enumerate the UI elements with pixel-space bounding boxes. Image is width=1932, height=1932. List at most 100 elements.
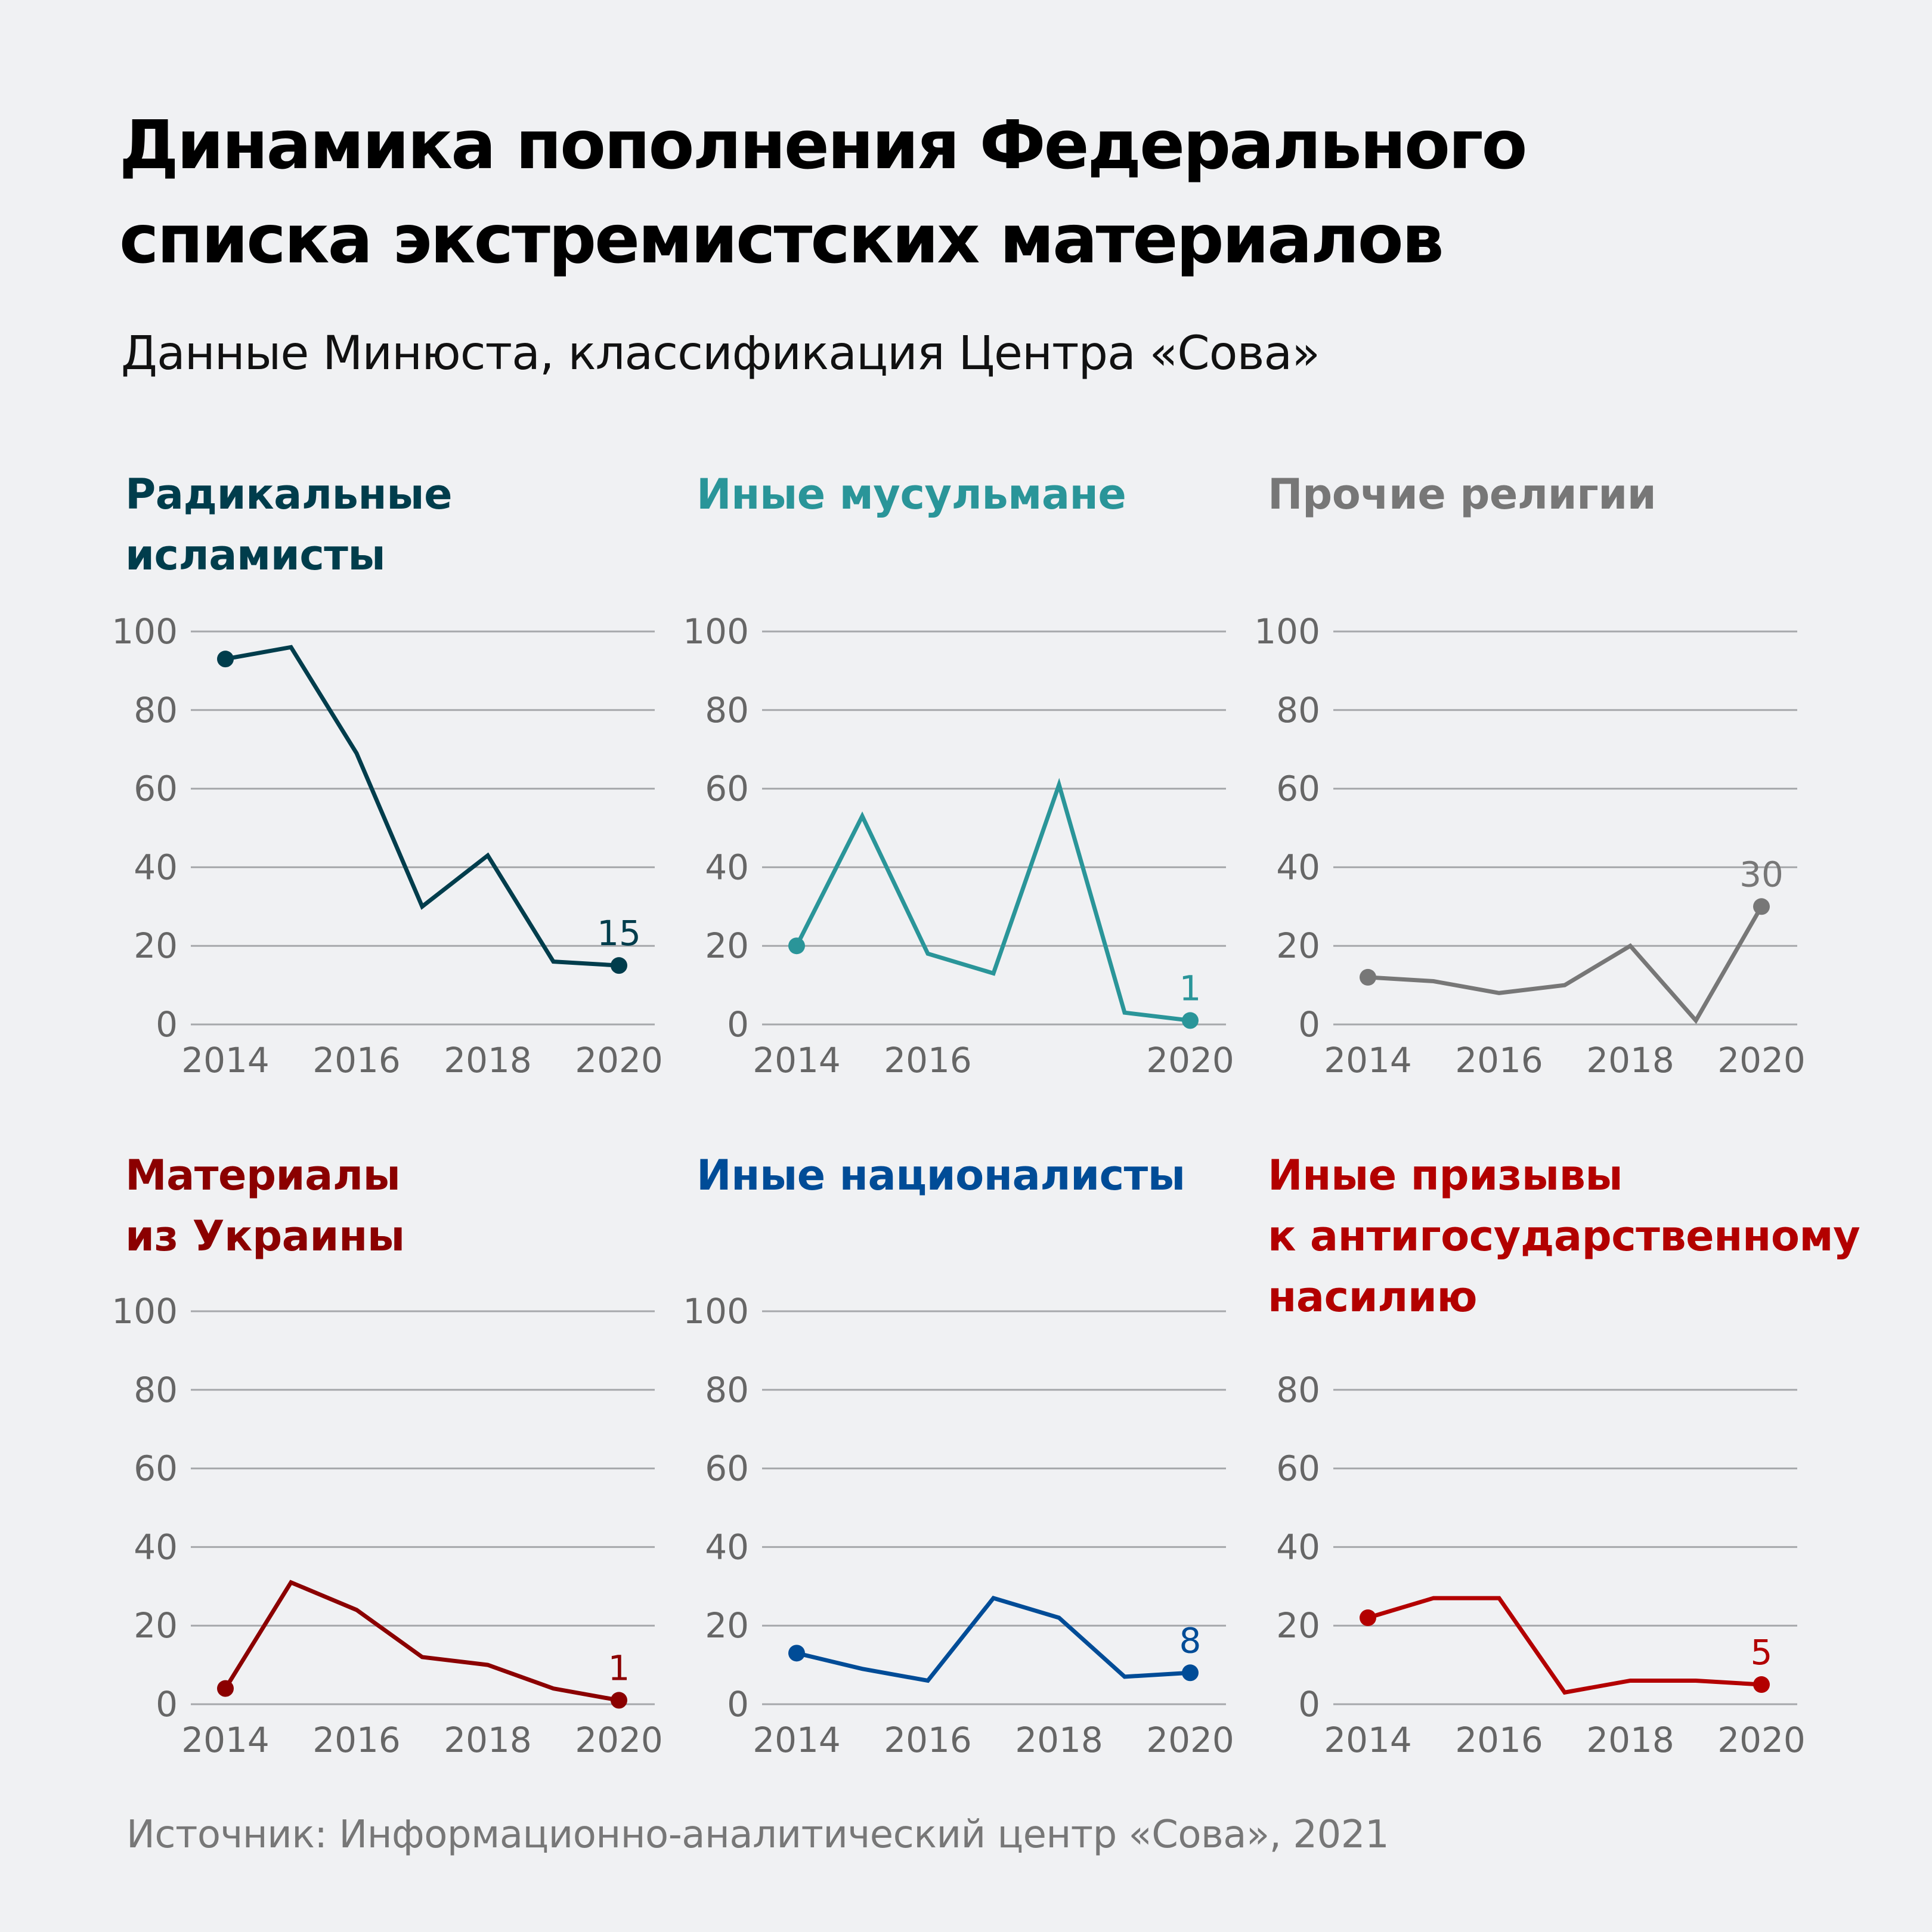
y-tick-label: 80 <box>705 690 749 730</box>
x-tick-label: 2018 <box>1586 1720 1674 1760</box>
line-chart-panel: 0 20 40 60 80 100 2014 2016 2018 2020 30 <box>1254 611 1806 1080</box>
end-value-label: 8 <box>1179 1620 1202 1661</box>
y-tick-label: 0 <box>727 1684 749 1724</box>
line-chart-panel: 0 20 40 60 80 100 2014 2016 2018 2020 15 <box>112 611 663 1080</box>
end-value-label: 5 <box>1751 1632 1773 1673</box>
panel-title-line: Прочие религии <box>1268 470 1657 519</box>
panel-title: Материалы из Украины <box>125 1145 405 1267</box>
panel-title-line: из Украины <box>125 1212 405 1261</box>
end-point <box>1753 1676 1770 1693</box>
start-point <box>1360 1609 1376 1627</box>
y-tick-label: 100 <box>112 1291 178 1332</box>
x-tick-label: 2020 <box>575 1040 663 1080</box>
x-tick-label: 2020 <box>1146 1040 1234 1080</box>
end-point <box>1182 1664 1199 1682</box>
panel-title: Иные националисты <box>696 1145 1185 1206</box>
start-point <box>217 651 234 668</box>
end-value-label: 1 <box>1179 968 1202 1008</box>
source-note: Источник: Информационно-аналитический це… <box>126 1813 1389 1857</box>
line-chart-panel: 0 20 40 60 80 100 2014 2016 2020 1 <box>683 611 1234 1080</box>
panel-title: Иные мусульмане <box>696 464 1126 525</box>
y-tick-label: 60 <box>1276 1448 1320 1489</box>
series-line <box>796 1596 1191 1683</box>
y-tick-label: 0 <box>1298 1684 1320 1724</box>
y-tick-label: 40 <box>134 1527 178 1567</box>
series-line <box>225 645 620 968</box>
chart-subtitle: Данные Минюста, классификация Центра «Со… <box>121 327 1320 380</box>
end-point <box>1753 898 1770 915</box>
y-tick-label: 80 <box>1276 1370 1320 1410</box>
y-tick-label: 0 <box>156 1684 178 1724</box>
start-point <box>788 1645 805 1662</box>
y-tick-label: 0 <box>727 1004 749 1045</box>
panel-title: Прочие религии <box>1268 464 1657 525</box>
x-tick-label: 2014 <box>181 1720 270 1760</box>
x-tick-label: 2014 <box>753 1040 841 1080</box>
panel-title-line: Радикальные <box>125 470 453 519</box>
x-tick-label: 2020 <box>1717 1720 1806 1760</box>
y-tick-label: 20 <box>134 1605 178 1646</box>
y-tick-label: 20 <box>705 1605 749 1646</box>
series-line <box>1367 1596 1762 1695</box>
title-line-2: списка экстремистских материалов <box>119 201 1444 278</box>
x-tick-label: 2018 <box>444 1040 532 1080</box>
x-tick-label: 2018 <box>1586 1040 1674 1080</box>
y-tick-label: 40 <box>134 847 178 887</box>
series-line <box>794 778 1191 1023</box>
y-tick-label: 0 <box>1298 1004 1320 1045</box>
x-tick-label: 2016 <box>312 1720 401 1760</box>
y-tick-label: 80 <box>705 1370 749 1410</box>
panel-title-line: к антигосударственному <box>1268 1212 1860 1261</box>
end-point <box>1182 1012 1199 1029</box>
x-tick-label: 2018 <box>1015 1720 1103 1760</box>
x-tick-label: 2018 <box>444 1720 532 1760</box>
x-tick-label: 2020 <box>1717 1040 1806 1080</box>
x-tick-label: 2016 <box>884 1040 972 1080</box>
x-tick-label: 2016 <box>884 1720 972 1760</box>
y-tick-label: 40 <box>1276 847 1320 887</box>
y-tick-label: 40 <box>1276 1527 1320 1567</box>
x-tick-label: 2016 <box>1455 1720 1543 1760</box>
y-tick-label: 20 <box>1276 1605 1320 1646</box>
line-chart-panel: 0 20 40 60 80 2014 2016 2018 2020 5 <box>1276 1370 1806 1760</box>
x-tick-label: 2020 <box>575 1720 663 1760</box>
y-tick-label: 60 <box>134 769 178 809</box>
y-tick-label: 100 <box>112 611 178 652</box>
line-chart-panel: 0 20 40 60 80 100 2014 2016 2018 2020 1 <box>112 1291 663 1760</box>
panel-title: Радикальные исламисты <box>125 464 453 586</box>
end-value-label: 1 <box>608 1648 630 1688</box>
y-tick-label: 100 <box>683 611 749 652</box>
y-tick-label: 20 <box>134 925 178 966</box>
y-tick-label: 80 <box>134 1370 178 1410</box>
panel-title-line: Материалы <box>125 1151 401 1200</box>
y-tick-label: 40 <box>705 847 749 887</box>
x-tick-label: 2020 <box>1146 1720 1234 1760</box>
panel-title-line: Иные мусульмане <box>696 470 1126 519</box>
y-tick-label: 20 <box>705 925 749 966</box>
y-tick-label: 100 <box>683 1291 749 1332</box>
panel-title: Иные призывы к антигосударственному насили… <box>1268 1145 1860 1327</box>
y-tick-label: 60 <box>705 1448 749 1489</box>
title-line-1: Динамика пополнения Федерального <box>119 107 1527 184</box>
chart-title: Динамика пополнения Федерального списка … <box>119 98 1527 287</box>
panel-title-line: Иные националисты <box>696 1151 1185 1200</box>
x-tick-label: 2014 <box>181 1040 270 1080</box>
y-tick-label: 80 <box>134 690 178 730</box>
x-tick-label: 2014 <box>1324 1720 1412 1760</box>
end-point <box>611 1692 627 1709</box>
y-tick-label: 100 <box>1254 611 1320 652</box>
y-tick-label: 80 <box>1276 690 1320 730</box>
x-tick-label: 2014 <box>753 1720 841 1760</box>
y-tick-label: 60 <box>705 769 749 809</box>
series-line <box>224 1580 620 1702</box>
panel-title-line: Иные призывы <box>1268 1151 1623 1200</box>
start-point <box>217 1680 234 1697</box>
panel-title-line: исламисты <box>125 531 386 580</box>
x-tick-label: 2016 <box>1455 1040 1543 1080</box>
series-line <box>1367 905 1764 1024</box>
y-tick-label: 60 <box>134 1448 178 1489</box>
end-value-label: 30 <box>1739 854 1784 894</box>
panel-title-line: насилию <box>1268 1272 1478 1321</box>
y-tick-label: 0 <box>156 1004 178 1045</box>
